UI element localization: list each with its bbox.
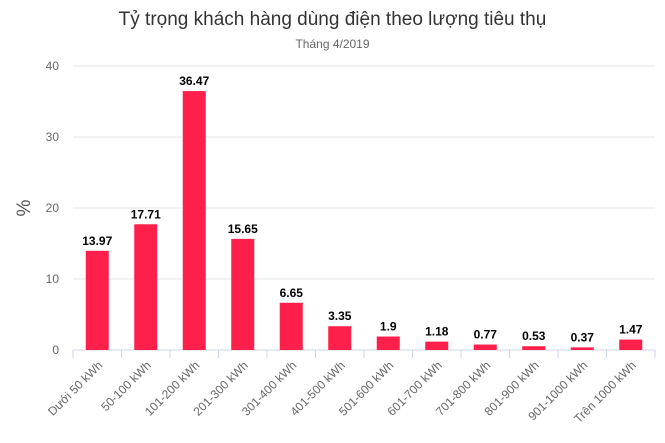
data-label: 0.37 — [571, 330, 595, 344]
bar — [182, 91, 206, 351]
data-label: 1.9 — [380, 320, 397, 334]
y-tick-label: 10 — [46, 272, 60, 286]
bar — [231, 238, 255, 350]
data-label: 17.71 — [131, 207, 161, 221]
data-label: 15.65 — [228, 222, 258, 236]
chart-title: Tỷ trọng khách hàng dùng điện theo lượng… — [118, 9, 547, 30]
x-tick-label: Dưới 50 kWh — [45, 358, 105, 418]
y-tick-label: 0 — [52, 343, 59, 357]
bar — [85, 250, 109, 350]
bar — [328, 326, 352, 350]
bar — [376, 336, 400, 350]
data-label: 13.97 — [82, 234, 112, 248]
y-tick-label: 40 — [46, 59, 60, 73]
bar — [134, 224, 158, 350]
y-axis-title: % — [14, 199, 35, 216]
bar — [473, 344, 497, 350]
data-label: 0.77 — [474, 328, 498, 342]
data-label: 1.47 — [619, 323, 643, 337]
y-tick-label: 20 — [46, 201, 60, 215]
data-label: 0.53 — [522, 329, 546, 343]
bar — [570, 347, 594, 350]
data-label: 6.65 — [280, 286, 304, 300]
data-label: 36.47 — [179, 74, 209, 88]
bar — [279, 302, 303, 350]
data-label: 1.18 — [425, 325, 449, 339]
data-label: 3.35 — [328, 309, 352, 323]
bar — [619, 339, 643, 350]
bar — [522, 346, 546, 350]
chart-subtitle: Tháng 4/2019 — [295, 37, 370, 51]
y-tick-label: 30 — [46, 130, 60, 144]
bar — [425, 341, 449, 350]
